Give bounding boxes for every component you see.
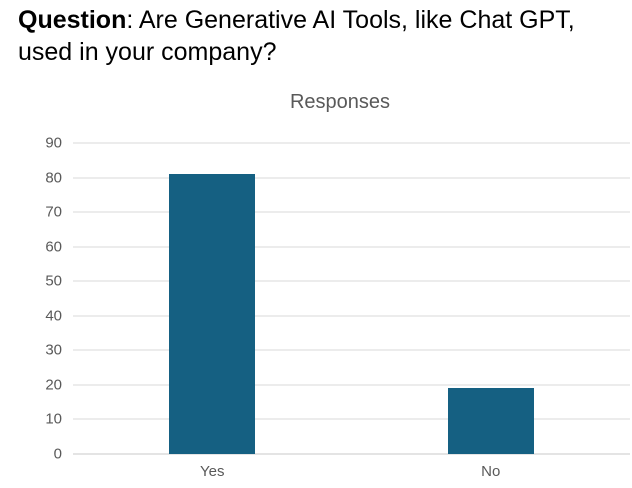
y-tick-label-70: 70 — [45, 203, 62, 221]
question-label: Question — [18, 6, 127, 34]
y-tick-label-60: 60 — [45, 238, 62, 256]
bar-yes — [169, 174, 256, 454]
chart-title: Responses — [289, 91, 391, 113]
question-text: : Are Generative AI Tools, like Chat GPT… — [18, 6, 575, 66]
gridline-0 — [73, 453, 630, 455]
bars — [73, 143, 630, 454]
y-axis-labels: 0 10 20 30 40 50 60 70 80 90 — [0, 136, 62, 462]
plot-area — [73, 142, 630, 455]
y-tick-label-20: 20 — [45, 376, 62, 394]
x-axis-labels: Yes No — [73, 463, 630, 481]
x-axis-label-yes: Yes — [200, 463, 225, 480]
y-tick-label-0: 0 — [53, 445, 62, 463]
y-tick-label-90: 90 — [45, 134, 62, 152]
category-band-no — [352, 143, 631, 454]
gridline-10 — [73, 418, 630, 420]
bar-no — [447, 388, 534, 454]
y-tick-label-10: 10 — [45, 410, 62, 428]
gridline-30 — [73, 349, 630, 351]
y-tick-label-40: 40 — [45, 307, 62, 325]
gridline-90 — [73, 142, 630, 144]
gridline-70 — [73, 211, 630, 213]
gridline-60 — [73, 246, 630, 248]
gridline-50 — [73, 280, 630, 282]
gridline-20 — [73, 384, 630, 386]
x-axis-label-no: No — [481, 463, 501, 480]
question-title: Question: Are Generative AI Tools, like … — [18, 4, 610, 68]
y-tick-label-50: 50 — [45, 272, 62, 290]
category-band-yes — [73, 143, 352, 454]
y-tick-label-80: 80 — [45, 169, 62, 187]
y-tick-label-30: 30 — [45, 341, 62, 359]
gridline-40 — [73, 315, 630, 317]
gridline-80 — [73, 177, 630, 179]
